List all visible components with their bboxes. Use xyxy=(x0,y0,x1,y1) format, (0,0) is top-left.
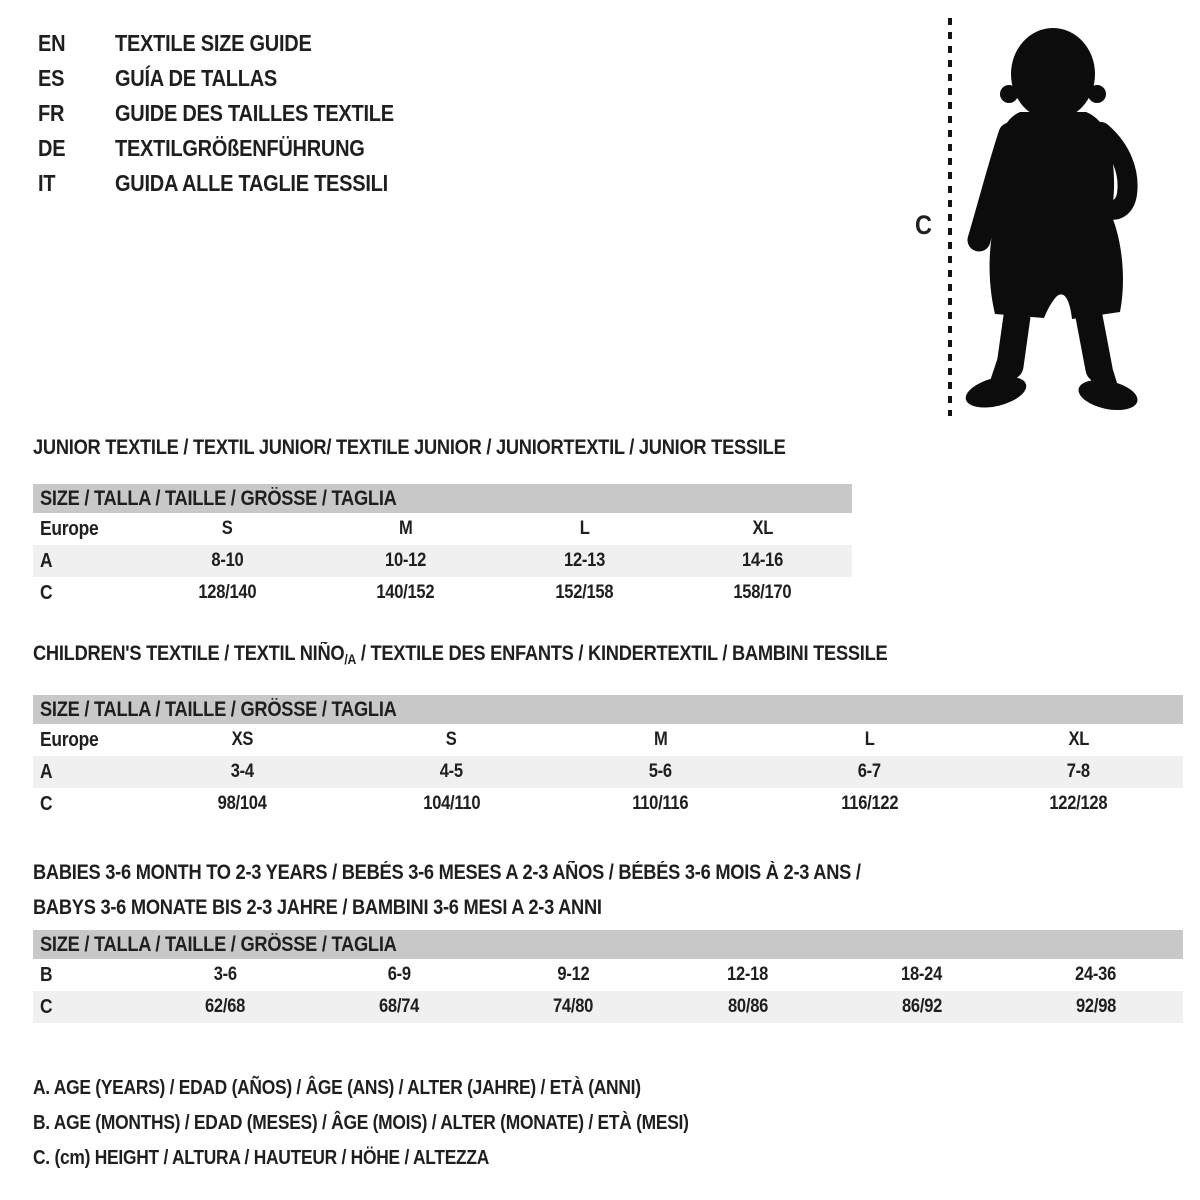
months-cell: 12-18 xyxy=(727,964,769,985)
guide-title-fr: GUIDE DES TAILLES TEXTILE xyxy=(115,100,394,126)
size-cell: M xyxy=(653,729,668,750)
guide-title-de: TEXTILGRÖßENFÜHRUNG xyxy=(115,135,365,161)
table-row-europe: Europe S M L XL xyxy=(33,513,852,545)
table-row-age: A 3-4 4-5 5-6 6-7 7-8 xyxy=(33,756,1183,788)
language-code: EN xyxy=(38,30,66,56)
age-cell: 7-8 xyxy=(1066,761,1091,782)
size-cell: L xyxy=(579,518,590,539)
months-cell: 3-6 xyxy=(213,964,237,985)
table-row-height: C 62/68 68/74 74/80 80/86 86/92 92/98 xyxy=(33,991,1183,1023)
table-row-height: C 128/140 140/152 152/158 158/170 xyxy=(33,577,852,609)
age-cell: 8-10 xyxy=(211,550,244,571)
language-code: DE xyxy=(38,135,66,161)
height-cell: 92/98 xyxy=(1075,996,1116,1017)
size-header-bar: SIZE / TALLA / TAILLE / GRÖSSE / TAGLIA xyxy=(33,695,1183,724)
size-cell: XS xyxy=(231,729,254,750)
children-size-table: SIZE / TALLA / TAILLE / GRÖSSE / TAGLIA … xyxy=(33,695,1183,820)
nino-a-subscript: /A xyxy=(344,651,357,667)
babies-title-line2: BABYS 3-6 MONATE BIS 2-3 JAHRE / BAMBINI… xyxy=(33,896,602,919)
section-children-textile: CHILDREN'S TEXTILE / TEXTIL NIÑO/A / TEX… xyxy=(33,643,1183,820)
legend-line-c: C. (cm) HEIGHT / ALTURA / HAUTEUR / HÖHE… xyxy=(33,1147,490,1169)
age-cell: 12-13 xyxy=(563,550,605,571)
size-cell: M xyxy=(398,518,413,539)
guide-title-es: GUÍA DE TALLAS xyxy=(115,65,277,91)
section-junior-textile: JUNIOR TEXTILE / TEXTIL JUNIOR/ TEXTILE … xyxy=(33,437,852,609)
height-cell: 62/68 xyxy=(205,996,246,1017)
section-title-babies: BABIES 3-6 MONTH TO 2-3 YEARS / BEBÉS 3-… xyxy=(33,855,1183,925)
language-row-it: IT GUIDA ALLE TAGLIE TESSILI xyxy=(38,166,436,201)
babies-size-table: SIZE / TALLA / TAILLE / GRÖSSE / TAGLIA … xyxy=(33,930,1183,1023)
language-code: ES xyxy=(38,65,65,91)
language-code: FR xyxy=(38,100,65,126)
babies-title-line1: BABIES 3-6 MONTH TO 2-3 YEARS / BEBÉS 3-… xyxy=(33,861,861,884)
row-label: Europe xyxy=(40,517,99,540)
height-cell: 86/92 xyxy=(901,996,942,1017)
language-row-de: DE TEXTILGRÖßENFÜHRUNG xyxy=(38,131,436,166)
row-label: A xyxy=(40,760,53,783)
months-cell: 18-24 xyxy=(901,964,943,985)
age-cell: 4-5 xyxy=(439,761,464,782)
table-header-row: SIZE / TALLA / TAILLE / GRÖSSE / TAGLIA xyxy=(33,695,1183,724)
table-row-age: A 8-10 10-12 12-13 14-16 xyxy=(33,545,852,577)
months-cell: 9-12 xyxy=(557,964,590,985)
age-cell: 6-7 xyxy=(857,761,882,782)
table-header-row: SIZE / TALLA / TAILLE / GRÖSSE / TAGLIA xyxy=(33,484,852,513)
size-header-bar: SIZE / TALLA / TAILLE / GRÖSSE / TAGLIA xyxy=(33,484,852,513)
table-row-europe: Europe XS S M L XL xyxy=(33,724,1183,756)
height-cell: 104/110 xyxy=(422,793,481,814)
language-row-es: ES GUÍA DE TALLAS xyxy=(38,61,436,96)
guide-title-it: GUIDA ALLE TAGLIE TESSILI xyxy=(115,170,388,196)
height-cell: 116/122 xyxy=(840,793,899,814)
table-header-row: SIZE / TALLA / TAILLE / GRÖSSE / TAGLIA xyxy=(33,930,1183,959)
size-cell: S xyxy=(221,518,233,539)
row-label: C xyxy=(40,581,53,604)
row-label: Europe xyxy=(40,728,99,751)
height-cell: 152/158 xyxy=(555,582,614,603)
row-label: B xyxy=(40,963,53,986)
height-cell: 74/80 xyxy=(553,996,594,1017)
guide-title-en: TEXTILE SIZE GUIDE xyxy=(115,30,312,56)
table-row-height: C 98/104 104/110 110/116 116/122 122/128 xyxy=(33,788,1183,820)
measurement-legend: A. AGE (YEARS) / EDAD (AÑOS) / ÂGE (ANS)… xyxy=(33,1071,787,1176)
months-cell: 24-36 xyxy=(1075,964,1117,985)
row-label: C xyxy=(40,995,53,1018)
size-cell: XL xyxy=(752,518,774,539)
age-cell: 3-4 xyxy=(230,761,255,782)
size-cell: S xyxy=(446,729,457,750)
legend-line-a: A. AGE (YEARS) / EDAD (AÑOS) / ÂGE (ANS)… xyxy=(33,1077,641,1099)
language-row-en: EN TEXTILE SIZE GUIDE xyxy=(38,26,436,61)
size-header-bar: SIZE / TALLA / TAILLE / GRÖSSE / TAGLIA xyxy=(33,930,1183,959)
height-cell: 140/152 xyxy=(376,582,435,603)
age-cell: 5-6 xyxy=(648,761,673,782)
section-babies-textile: BABIES 3-6 MONTH TO 2-3 YEARS / BEBÉS 3-… xyxy=(33,855,1183,1023)
section-title-children: CHILDREN'S TEXTILE / TEXTIL NIÑO/A / TEX… xyxy=(33,642,888,668)
age-cell: 14-16 xyxy=(742,550,784,571)
height-cell: 68/74 xyxy=(379,996,420,1017)
height-measure-label: C xyxy=(915,210,932,240)
legend-line-b: B. AGE (MONTHS) / EDAD (MESES) / ÂGE (MO… xyxy=(33,1112,689,1134)
section-title-junior: JUNIOR TEXTILE / TEXTIL JUNIOR/ TEXTILE … xyxy=(33,436,786,459)
size-cell: XL xyxy=(1068,729,1089,750)
height-cell: 122/128 xyxy=(1049,793,1108,814)
toddler-silhouette-image xyxy=(965,28,1138,411)
height-cell: 98/104 xyxy=(217,793,267,814)
row-label: C xyxy=(40,792,53,815)
height-cell: 158/170 xyxy=(733,582,792,603)
language-row-fr: FR GUIDE DES TAILLES TEXTILE xyxy=(38,96,436,131)
language-title-list: EN TEXTILE SIZE GUIDE ES GUÍA DE TALLAS … xyxy=(38,26,436,201)
months-cell: 6-9 xyxy=(387,964,411,985)
height-cell: 110/116 xyxy=(632,793,689,814)
language-code: IT xyxy=(38,170,56,196)
size-cell: L xyxy=(864,729,875,750)
height-cell: 80/86 xyxy=(727,996,768,1017)
age-cell: 10-12 xyxy=(385,550,427,571)
height-measure-dashed-line xyxy=(948,18,952,416)
height-cell: 128/140 xyxy=(198,582,257,603)
table-row-months: B 3-6 6-9 9-12 12-18 18-24 24-36 xyxy=(33,959,1183,991)
row-label: A xyxy=(40,549,53,572)
junior-size-table: SIZE / TALLA / TAILLE / GRÖSSE / TAGLIA … xyxy=(33,484,852,609)
